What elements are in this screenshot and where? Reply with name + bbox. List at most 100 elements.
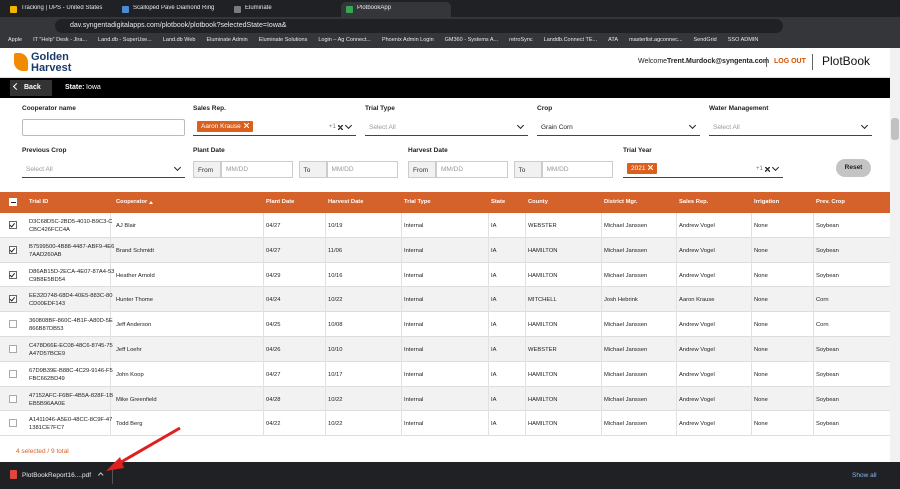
column-header[interactable]: Trial Type — [404, 199, 431, 205]
filter-label: Harvest Date — [408, 147, 448, 154]
select[interactable] — [537, 119, 700, 136]
bookmark[interactable]: Land.db - SuperUse... — [98, 37, 152, 43]
table-cell: Andrew Vogel — [679, 272, 715, 279]
select[interactable] — [22, 161, 185, 178]
chip-remove[interactable] — [244, 123, 249, 128]
bookmark[interactable]: GM360 - Systems A... — [444, 37, 499, 43]
tab-title: Scalloped Pavé Diamond Ring i... — [133, 5, 215, 11]
row-checkbox[interactable] — [9, 320, 17, 329]
table-cell: Internal — [404, 322, 424, 329]
cell-divider — [110, 361, 111, 387]
column-header[interactable]: County — [528, 199, 548, 205]
cell-divider — [110, 411, 111, 437]
cell-divider — [110, 262, 111, 288]
cell-divider — [601, 262, 602, 288]
column-header[interactable]: State — [491, 199, 506, 205]
bookmark[interactable]: masterlist.agconnec... — [629, 37, 683, 43]
cell-divider — [676, 237, 677, 263]
bookmark[interactable]: Landdb.Connect TE... — [543, 37, 598, 43]
column-header[interactable]: Prev. Crop — [816, 199, 845, 205]
table-cell: 04/27 — [266, 247, 281, 254]
table-cell: None — [754, 396, 768, 403]
row-checkbox[interactable] — [9, 295, 17, 304]
bookmark[interactable]: Eluminate Admin — [206, 37, 248, 43]
column-header[interactable]: Harvest Date — [328, 199, 364, 205]
table-cell: IA — [491, 322, 497, 329]
row-checkbox[interactable] — [9, 345, 17, 353]
table-row[interactable] — [0, 287, 890, 313]
download-file[interactable]: PlotBookReport16....pdf — [22, 472, 92, 479]
cell-divider — [813, 386, 814, 412]
table-row[interactable] — [0, 262, 890, 288]
column-header[interactable]: District Mgr. — [604, 199, 638, 205]
table-cell: IA — [491, 371, 497, 378]
multi-select[interactable] — [193, 119, 356, 136]
omnibox[interactable] — [55, 19, 783, 33]
show-all[interactable]: Show all — [852, 472, 877, 479]
select[interactable] — [365, 119, 528, 136]
chip-remove[interactable] — [648, 165, 653, 170]
column-header[interactable]: Cooperator — [116, 199, 148, 205]
row-checkbox[interactable] — [9, 245, 17, 254]
table-cell: EE32D748-68D4-40E5-883C-80CD00EDF143 — [29, 293, 113, 308]
bookmark[interactable]: Eluminate Solutions — [258, 37, 308, 43]
text-input[interactable] — [22, 119, 185, 136]
bookmark[interactable]: Apple — [8, 37, 23, 43]
column-header[interactable]: Irrigation — [754, 199, 780, 205]
date-input[interactable] — [326, 161, 398, 178]
bookmark[interactable]: retroSync — [509, 37, 533, 43]
row-checkbox[interactable] — [9, 419, 17, 428]
cell-divider — [525, 213, 526, 238]
row-checkbox[interactable] — [9, 270, 17, 279]
row-checkbox[interactable] — [9, 369, 17, 378]
select-value: Select All — [369, 124, 396, 131]
select[interactable] — [709, 119, 872, 136]
browser-tab[interactable] — [341, 2, 451, 17]
date-input[interactable] — [221, 161, 293, 178]
table-row[interactable] — [0, 361, 890, 387]
chip[interactable]: Aaron Krause — [197, 121, 253, 132]
nav-bar — [0, 78, 890, 98]
chip[interactable]: 2021 — [627, 163, 658, 174]
bookmark[interactable]: Login – Ag Connect... — [318, 37, 371, 43]
table-cell: Internal — [404, 247, 424, 254]
date-input[interactable] — [436, 161, 508, 178]
url[interactable]: dav.syngentadigitalapps.com/plotbook/plo… — [70, 22, 287, 29]
clear-x[interactable] — [338, 125, 343, 130]
row-checkbox[interactable] — [9, 394, 17, 403]
bookmark[interactable]: SSO ADMIN — [727, 37, 759, 43]
logo-line1: Golden — [31, 51, 69, 63]
tab-icon — [10, 6, 17, 13]
row-checkbox[interactable] — [9, 221, 17, 229]
cell-divider — [813, 262, 814, 288]
table-row[interactable] — [0, 386, 890, 412]
date-input[interactable] — [541, 161, 613, 178]
column-header[interactable]: Sales Rep. — [679, 199, 709, 205]
table-cell: IA — [491, 396, 497, 403]
table-cell: HAMILTON — [528, 396, 558, 403]
table-row[interactable] — [0, 213, 890, 238]
table-row[interactable] — [0, 337, 890, 362]
bookmark[interactable]: ATA — [608, 37, 618, 43]
bookmark[interactable]: IT "Help" Desk - Jira... — [33, 37, 88, 43]
bookmark[interactable]: SendGrid — [693, 37, 717, 43]
table-cell: 10/22 — [328, 297, 343, 304]
bookmark[interactable]: Phoenix Admin Login — [381, 37, 434, 43]
scroll-thumb[interactable] — [891, 118, 899, 140]
logout[interactable]: LOG OUT — [774, 58, 806, 65]
cell-divider — [263, 213, 264, 238]
table-row[interactable] — [0, 312, 890, 337]
back-button[interactable] — [10, 80, 52, 96]
cell-divider — [401, 237, 402, 263]
clear-x[interactable] — [765, 167, 770, 172]
column-header[interactable]: Plant Date — [266, 199, 295, 205]
column-header[interactable]: Trial ID — [29, 199, 49, 205]
table-row[interactable] — [0, 237, 890, 263]
table-cell: WEBSTER — [528, 223, 557, 229]
reset-button[interactable]: Reset — [836, 159, 871, 177]
cell-divider — [401, 411, 402, 437]
bookmark[interactable]: Land.db Web — [162, 37, 196, 43]
back-label[interactable]: Back — [24, 84, 41, 91]
multi-select[interactable] — [623, 161, 783, 178]
table-cell: None — [754, 347, 768, 353]
